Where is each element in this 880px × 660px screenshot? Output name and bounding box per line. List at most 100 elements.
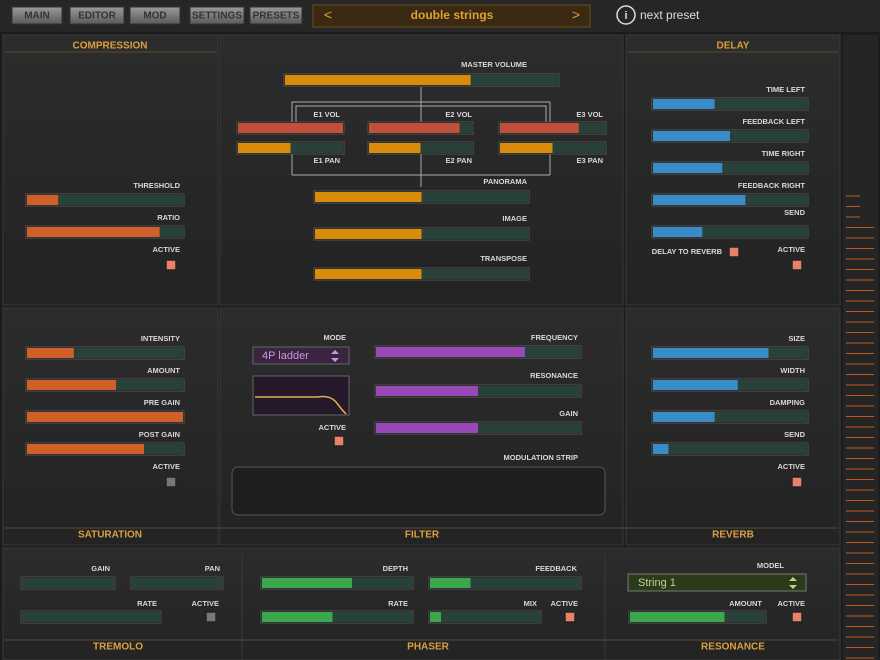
checkbox[interactable] (728, 246, 740, 258)
checkbox[interactable] (791, 259, 803, 271)
slider-fill (653, 195, 746, 205)
panel-title: FILTER (405, 530, 440, 541)
slider-fill (369, 143, 421, 153)
slider-label: E1 PAN (313, 156, 340, 165)
slider-fill (653, 380, 738, 390)
checkbox-label: ACTIVE (777, 245, 805, 254)
tab-label[interactable]: MAIN (24, 11, 50, 22)
modulation-strip[interactable] (231, 466, 606, 516)
dropdown-arrows (789, 577, 797, 589)
slider-fill (27, 195, 59, 205)
slider-label: MIX (524, 599, 537, 608)
slider-background (653, 227, 807, 237)
checkbox-label: ACTIVE (550, 599, 578, 608)
slider-label: E2 VOL (445, 110, 472, 119)
slider-fill (653, 444, 669, 454)
slider-fill (27, 227, 160, 237)
tab[interactable] (69, 6, 125, 25)
panel (2, 547, 841, 660)
slider-fill (238, 143, 291, 153)
slider-fill (430, 612, 441, 622)
slider-background (653, 163, 807, 173)
slider-fill (315, 192, 422, 202)
slider-fill (653, 227, 703, 237)
info-icon[interactable] (616, 5, 636, 25)
slider-label: THRESHOLD (133, 181, 180, 190)
slider-label: PRE GAIN (144, 398, 180, 407)
slider-label: AMOUNT (729, 599, 762, 608)
model-value: String 1 (638, 577, 676, 589)
slider-fill (376, 386, 478, 396)
slider-label: RATE (388, 599, 408, 608)
slider-label: INTENSITY (141, 334, 180, 343)
preset-bar[interactable] (312, 4, 591, 28)
model-dropdown[interactable] (627, 573, 807, 592)
slider-label: SIZE (788, 334, 805, 343)
mode-dropdown[interactable] (252, 346, 350, 365)
panel (625, 307, 841, 546)
checkbox[interactable] (564, 611, 576, 623)
tab-label[interactable]: EDITOR (78, 11, 116, 22)
slider-label: RESONANCE (530, 371, 578, 380)
slider-label: E3 VOL (576, 110, 603, 119)
slider-fill (262, 612, 333, 622)
next-preset-label[interactable]: next preset (640, 8, 700, 22)
slider-fill (315, 269, 422, 279)
preset-name: double strings (411, 8, 494, 22)
checkbox[interactable] (333, 435, 345, 447)
slider-label: SEND (784, 208, 805, 217)
slider-background (27, 195, 183, 205)
checkbox-label: ACTIVE (777, 462, 805, 471)
checkbox-label: ACTIVE (777, 599, 805, 608)
checkbox-label: ACTIVE (152, 462, 180, 471)
checkbox[interactable] (165, 476, 177, 488)
prev-preset[interactable]: < (324, 7, 332, 23)
slider-fill (430, 578, 471, 588)
tab[interactable] (189, 6, 245, 25)
slider-label: IMAGE (502, 214, 527, 223)
mixer-routing (291, 87, 551, 187)
slider-fill (27, 380, 116, 390)
slider-fill (653, 412, 715, 422)
slider-label: PANORAMA (483, 177, 527, 186)
mode-value: 4P ladder (262, 350, 309, 362)
slider-background (22, 578, 114, 588)
panel-title: DELAY (717, 41, 750, 52)
slider-fill (27, 412, 183, 422)
slider-background (430, 612, 540, 622)
tab-label[interactable]: MOD (143, 11, 166, 22)
slider-fill (500, 143, 553, 153)
slider-background (27, 348, 183, 358)
slider-label: GAIN (559, 409, 578, 418)
checkbox[interactable] (791, 611, 803, 623)
panel-title: TREMOLO (93, 642, 143, 653)
slider-label: AMOUNT (147, 366, 180, 375)
slider-background (653, 99, 807, 109)
modulation-label: MODULATION STRIP (504, 453, 578, 462)
slider-fill (630, 612, 725, 622)
slider-fill (376, 423, 478, 433)
slider-fill (500, 123, 579, 133)
slider-label: POST GAIN (139, 430, 180, 439)
tab[interactable] (11, 6, 63, 25)
tab[interactable] (129, 6, 181, 25)
slider-fill (653, 163, 723, 173)
checkbox[interactable] (205, 611, 217, 623)
checkbox-label: ACTIVE (152, 245, 180, 254)
checkbox-label: ACTIVE (191, 599, 219, 608)
slider-label: WIDTH (780, 366, 805, 375)
tab-label[interactable]: PRESETS (253, 11, 300, 22)
slider-label: TRANSPOSE (480, 254, 527, 263)
panel-title: SATURATION (78, 530, 142, 541)
slider-label: TIME RIGHT (762, 149, 806, 158)
checkbox[interactable] (165, 259, 177, 271)
checkbox[interactable] (791, 476, 803, 488)
next-preset-arrow[interactable]: > (572, 7, 580, 23)
panel-title: COMPRESSION (72, 41, 147, 52)
panel-title: PHASER (407, 642, 449, 653)
slider-fill (653, 99, 715, 109)
panel-title: RESONANCE (701, 642, 765, 653)
tab[interactable] (249, 6, 303, 25)
tab-label[interactable]: SETTINGS (192, 11, 242, 22)
meter (843, 35, 878, 660)
